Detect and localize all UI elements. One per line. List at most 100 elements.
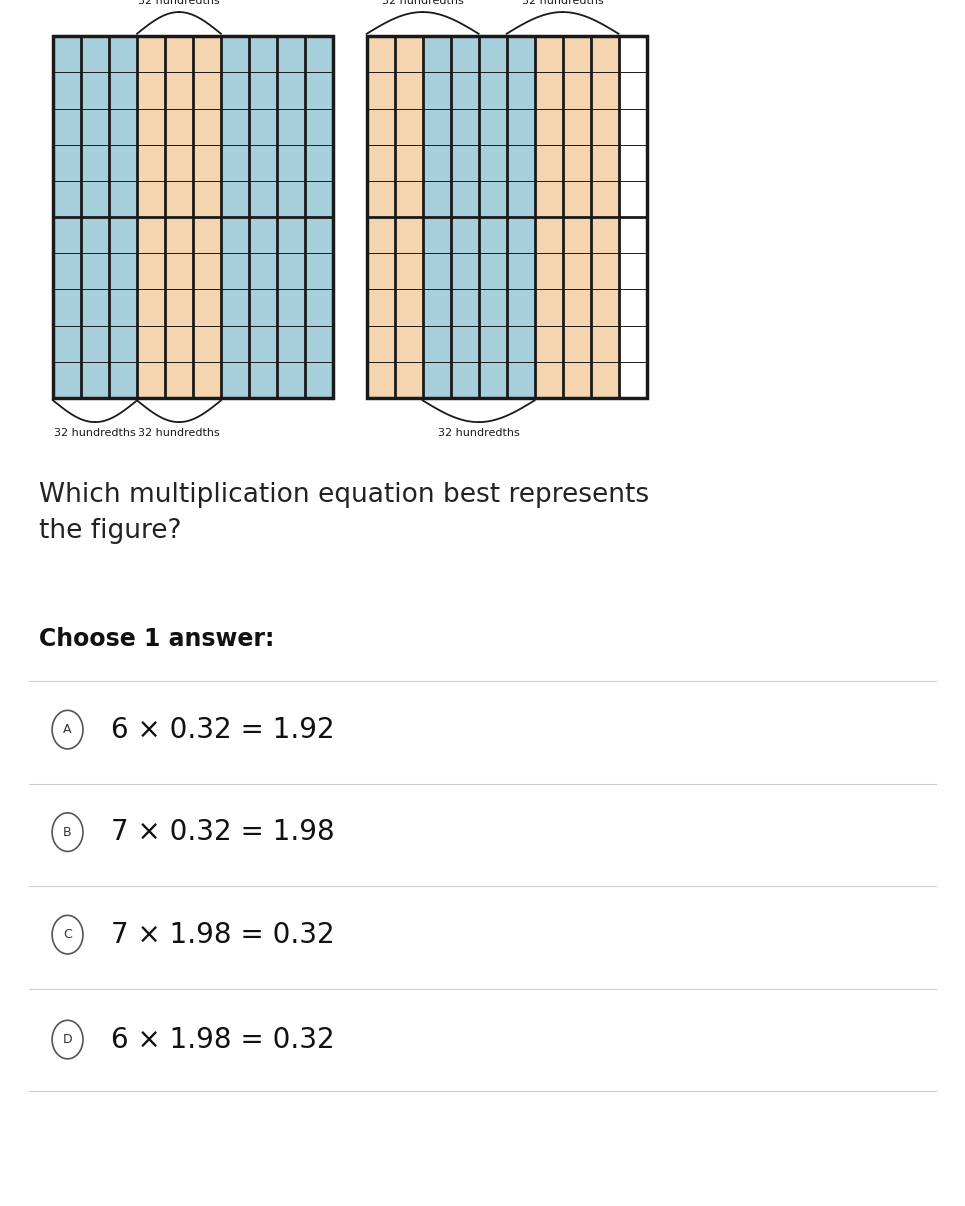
Bar: [367, 326, 395, 362]
Bar: [591, 326, 619, 362]
Bar: [277, 253, 305, 289]
Bar: [165, 181, 193, 217]
Text: B: B: [64, 826, 71, 838]
Bar: [591, 109, 619, 145]
Bar: [249, 181, 277, 217]
Bar: [507, 145, 535, 181]
Bar: [137, 145, 165, 181]
Bar: [619, 72, 647, 109]
Bar: [53, 253, 81, 289]
Bar: [81, 289, 109, 326]
Bar: [53, 36, 81, 72]
Bar: [221, 36, 249, 72]
Bar: [423, 326, 451, 362]
Bar: [249, 217, 277, 253]
Bar: [479, 362, 507, 398]
Bar: [109, 181, 137, 217]
Circle shape: [52, 710, 83, 749]
Bar: [53, 217, 81, 253]
Text: 7 × 0.32 = 1.98: 7 × 0.32 = 1.98: [111, 818, 335, 847]
Bar: [305, 326, 333, 362]
Bar: [479, 181, 507, 217]
Bar: [563, 289, 591, 326]
Bar: [53, 72, 81, 109]
Bar: [563, 326, 591, 362]
Text: Which multiplication equation best represents
the figure?: Which multiplication equation best repre…: [39, 482, 648, 544]
Bar: [619, 253, 647, 289]
Bar: [479, 36, 507, 72]
Bar: [193, 289, 221, 326]
Bar: [221, 326, 249, 362]
Bar: [507, 72, 535, 109]
Bar: [395, 362, 423, 398]
Bar: [165, 217, 193, 253]
Text: 32 hundredths: 32 hundredths: [438, 428, 519, 438]
Bar: [193, 109, 221, 145]
Bar: [591, 362, 619, 398]
Bar: [165, 36, 193, 72]
Bar: [137, 181, 165, 217]
Bar: [249, 326, 277, 362]
Bar: [249, 109, 277, 145]
Bar: [165, 362, 193, 398]
Bar: [423, 181, 451, 217]
Bar: [165, 109, 193, 145]
Bar: [395, 326, 423, 362]
Bar: [395, 217, 423, 253]
Bar: [367, 72, 395, 109]
Bar: [591, 289, 619, 326]
Bar: [423, 253, 451, 289]
Bar: [81, 109, 109, 145]
Bar: [137, 362, 165, 398]
Bar: [305, 217, 333, 253]
Bar: [507, 181, 535, 217]
Bar: [137, 289, 165, 326]
Bar: [81, 72, 109, 109]
Bar: [507, 217, 535, 253]
Bar: [423, 289, 451, 326]
Text: A: A: [64, 724, 71, 736]
Bar: [619, 289, 647, 326]
Bar: [81, 253, 109, 289]
Bar: [479, 145, 507, 181]
Bar: [591, 217, 619, 253]
Bar: [109, 362, 137, 398]
Bar: [619, 181, 647, 217]
Bar: [479, 253, 507, 289]
Text: Choose 1 answer:: Choose 1 answer:: [39, 627, 274, 651]
Bar: [277, 326, 305, 362]
Bar: [277, 217, 305, 253]
Bar: [451, 362, 479, 398]
Bar: [81, 36, 109, 72]
Bar: [395, 253, 423, 289]
Bar: [249, 289, 277, 326]
Text: 32 hundredths: 32 hundredths: [522, 0, 603, 6]
Bar: [395, 72, 423, 109]
Bar: [53, 362, 81, 398]
Bar: [53, 181, 81, 217]
Bar: [277, 145, 305, 181]
Bar: [193, 145, 221, 181]
Bar: [535, 253, 563, 289]
Bar: [137, 36, 165, 72]
Bar: [535, 109, 563, 145]
Bar: [507, 109, 535, 145]
Bar: [305, 253, 333, 289]
Text: 32 hundredths: 32 hundredths: [382, 0, 463, 6]
Bar: [193, 217, 221, 253]
Bar: [53, 36, 333, 398]
Bar: [221, 109, 249, 145]
Bar: [221, 217, 249, 253]
Bar: [563, 72, 591, 109]
Bar: [395, 145, 423, 181]
Bar: [563, 181, 591, 217]
Bar: [165, 289, 193, 326]
Text: 7 × 1.98 = 0.32: 7 × 1.98 = 0.32: [111, 920, 335, 949]
Bar: [277, 36, 305, 72]
Bar: [137, 109, 165, 145]
Bar: [535, 289, 563, 326]
Bar: [591, 145, 619, 181]
Bar: [423, 362, 451, 398]
Bar: [109, 109, 137, 145]
Bar: [619, 326, 647, 362]
